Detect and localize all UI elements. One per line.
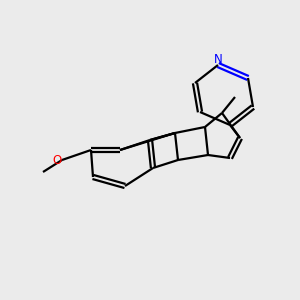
Text: N: N <box>214 53 222 66</box>
Text: O: O <box>53 154 62 166</box>
